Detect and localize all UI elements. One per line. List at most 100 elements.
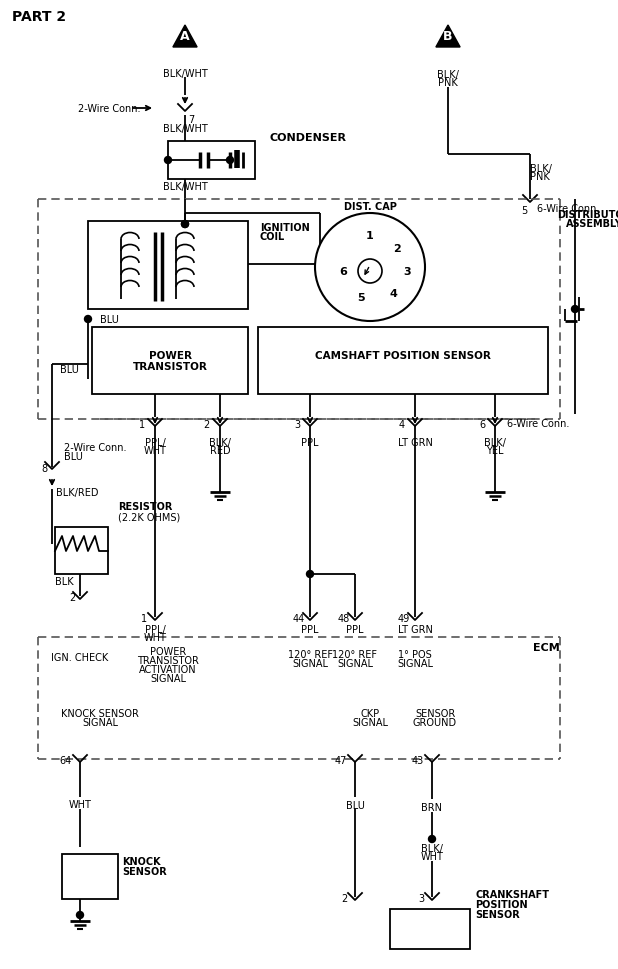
Text: BLU: BLU	[100, 315, 119, 325]
Text: WHT: WHT	[143, 633, 166, 642]
Bar	[62, 854, 118, 899]
Circle shape	[85, 316, 91, 324]
Text: 120° REF: 120° REF	[332, 649, 378, 659]
Text: SENSOR: SENSOR	[415, 708, 455, 718]
Text: ASSEMBLY: ASSEMBLY	[565, 219, 618, 229]
Circle shape	[428, 835, 436, 843]
Polygon shape	[173, 26, 197, 47]
Text: TRANSISTOR: TRANSISTOR	[133, 361, 208, 372]
Text: BLK/: BLK/	[437, 70, 459, 79]
Text: 5: 5	[521, 205, 527, 216]
Text: 6-Wire Conn.: 6-Wire Conn.	[537, 203, 599, 214]
Text: IGNITION: IGNITION	[260, 223, 310, 233]
Text: SIGNAL: SIGNAL	[150, 673, 186, 683]
Text: 47: 47	[334, 755, 347, 766]
Text: PPL: PPL	[301, 624, 319, 635]
Text: 6: 6	[339, 266, 347, 277]
Text: 2-Wire Conn.: 2-Wire Conn.	[64, 443, 127, 453]
Text: 2-Wire Conn.: 2-Wire Conn.	[78, 104, 140, 114]
Text: 8: 8	[41, 463, 47, 474]
Text: BLU: BLU	[345, 800, 365, 810]
Text: BRN: BRN	[421, 802, 442, 812]
Text: SIGNAL: SIGNAL	[337, 658, 373, 669]
Text: 3: 3	[418, 893, 424, 903]
Text: 2: 2	[204, 420, 210, 429]
Text: TRANSISTOR: TRANSISTOR	[137, 655, 199, 666]
Bar	[390, 909, 470, 949]
Text: PART 2: PART 2	[12, 10, 66, 24]
Text: 2: 2	[341, 893, 347, 903]
Text: CAMSHAFT POSITION SENSOR: CAMSHAFT POSITION SENSOR	[315, 351, 491, 360]
Circle shape	[182, 221, 188, 229]
Text: BLU: BLU	[64, 452, 83, 461]
Text: POWER: POWER	[148, 351, 192, 360]
Circle shape	[182, 221, 188, 229]
Text: YEL: YEL	[486, 446, 504, 455]
Text: KNOCK SENSOR: KNOCK SENSOR	[61, 708, 139, 718]
Text: WHT: WHT	[69, 799, 91, 809]
Text: BLK/: BLK/	[530, 164, 552, 173]
Text: WHT: WHT	[143, 446, 166, 455]
Text: 2: 2	[393, 244, 401, 254]
Text: 4: 4	[399, 420, 405, 429]
Text: PNK: PNK	[438, 78, 458, 88]
Text: IGN. CHECK: IGN. CHECK	[51, 652, 109, 663]
Polygon shape	[436, 26, 460, 47]
Text: BLK/: BLK/	[421, 843, 443, 853]
Text: 6: 6	[479, 420, 485, 429]
Text: 7: 7	[188, 115, 194, 125]
Text: 3: 3	[403, 266, 411, 277]
Text: 1: 1	[139, 420, 145, 429]
Text: 49: 49	[398, 613, 410, 623]
Text: POWER: POWER	[150, 646, 186, 656]
Bar	[88, 222, 248, 310]
Text: BLK/: BLK/	[484, 438, 506, 448]
Text: RED: RED	[210, 446, 231, 455]
Text: COIL: COIL	[260, 232, 286, 241]
Text: DISTRIBUTOR: DISTRIBUTOR	[557, 209, 618, 220]
Circle shape	[358, 260, 382, 284]
Text: PNK: PNK	[530, 172, 550, 182]
Text: 6-Wire Conn.: 6-Wire Conn.	[507, 419, 569, 428]
Text: (2.2K OHMS): (2.2K OHMS)	[118, 512, 180, 521]
Text: 2: 2	[69, 592, 75, 603]
Circle shape	[572, 306, 578, 313]
Text: SIGNAL: SIGNAL	[397, 658, 433, 669]
Text: PPL: PPL	[346, 624, 364, 635]
Text: GROUND: GROUND	[413, 717, 457, 728]
Text: SENSOR: SENSOR	[122, 866, 167, 876]
Bar	[168, 141, 255, 180]
Text: 1° POS: 1° POS	[398, 649, 432, 659]
Text: SIGNAL: SIGNAL	[292, 658, 328, 669]
Text: BLK/RED: BLK/RED	[56, 487, 98, 497]
Text: SIGNAL: SIGNAL	[82, 717, 118, 728]
Text: KNOCK: KNOCK	[122, 857, 161, 866]
Ellipse shape	[315, 214, 425, 322]
Text: WHT: WHT	[421, 851, 444, 861]
Text: SENSOR: SENSOR	[475, 909, 520, 919]
Text: 4: 4	[389, 289, 397, 298]
Text: 64: 64	[60, 755, 72, 766]
Text: POSITION: POSITION	[475, 899, 528, 909]
Text: 5: 5	[357, 293, 365, 302]
Text: BLK/WHT: BLK/WHT	[163, 69, 208, 78]
Text: SIGNAL: SIGNAL	[352, 717, 388, 728]
Text: A: A	[180, 30, 190, 44]
Text: 3: 3	[294, 420, 300, 429]
Text: ACTIVATION: ACTIVATION	[139, 665, 197, 674]
Circle shape	[164, 157, 172, 165]
Text: 43: 43	[412, 755, 424, 766]
Text: 48: 48	[338, 613, 350, 623]
Bar	[258, 328, 548, 394]
Text: BLK/WHT: BLK/WHT	[163, 182, 208, 192]
Text: CONDENSER: CONDENSER	[270, 133, 347, 142]
Text: PPL/: PPL/	[145, 438, 166, 448]
Text: BLU: BLU	[60, 364, 79, 375]
Text: BLK: BLK	[55, 577, 74, 586]
Text: LT GRN: LT GRN	[397, 438, 433, 448]
Text: 1: 1	[366, 231, 374, 240]
Text: LT GRN: LT GRN	[397, 624, 433, 635]
Text: B: B	[443, 30, 453, 44]
Text: CKP: CKP	[360, 708, 379, 718]
Text: PPL: PPL	[301, 438, 319, 448]
